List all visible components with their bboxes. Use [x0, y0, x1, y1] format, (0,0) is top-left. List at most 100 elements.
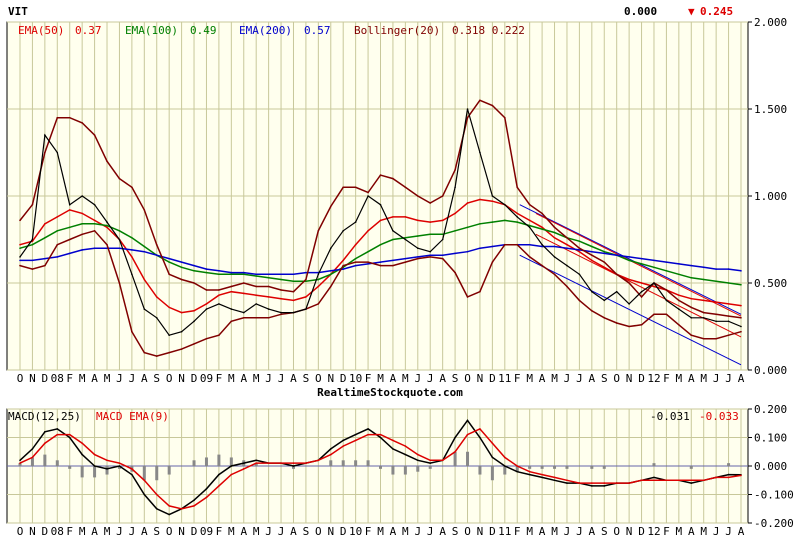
point-price — [727, 320, 730, 323]
point-price — [516, 216, 519, 218]
point-ema-100 — [180, 266, 183, 269]
x-tick-label: J — [116, 372, 123, 385]
point-bollinger-upper — [379, 174, 382, 176]
point-ema-200 — [118, 247, 121, 249]
point-bollinger-lower — [665, 313, 668, 316]
point-macd-12-25 — [155, 507, 158, 510]
point-macd-12-25 — [479, 436, 481, 439]
point-price — [566, 264, 568, 267]
point-ema-100 — [416, 235, 419, 237]
x-tick-label: M — [526, 372, 533, 385]
point-bollinger-lower — [56, 243, 59, 246]
point-ema-100 — [603, 250, 606, 253]
point-price — [715, 320, 717, 323]
point-price — [429, 250, 432, 253]
x-tick-label: N — [327, 372, 334, 385]
point-ema-100 — [118, 230, 121, 232]
point-macd-ema-9 — [143, 479, 146, 482]
point-price — [242, 311, 245, 314]
x-tick-label: A — [439, 372, 446, 385]
point-bollinger-upper — [416, 195, 419, 197]
point-price — [93, 203, 96, 206]
point-ema-50 — [367, 230, 369, 232]
point-bollinger-lower — [454, 271, 456, 274]
macd-signal-current-value: -0.033 — [699, 410, 739, 423]
point-ema-100 — [193, 270, 195, 272]
point-bollinger-upper — [93, 134, 96, 136]
point-ema-200 — [255, 273, 257, 276]
x-tick-label: M — [253, 525, 260, 538]
x-tick-label: O — [613, 525, 620, 538]
point-bollinger-upper — [354, 186, 357, 189]
y-tick-label: -0.100 — [754, 489, 794, 502]
point-ema-200 — [155, 254, 158, 256]
point-ema-100 — [553, 231, 556, 234]
point-price — [68, 203, 71, 206]
point-ema-100 — [479, 223, 481, 225]
point-ema-100 — [329, 273, 332, 276]
point-price — [379, 203, 382, 206]
x-tick-label: D — [191, 372, 198, 385]
point-macd-ema-9 — [242, 468, 245, 470]
point-bollinger-lower — [367, 261, 369, 263]
point-ema-100 — [255, 275, 257, 277]
point-bollinger-lower — [615, 322, 618, 324]
point-ema-200 — [578, 249, 581, 251]
point-ema-100 — [367, 250, 369, 253]
x-tick-label: D — [638, 525, 645, 538]
point-bollinger-upper — [19, 219, 21, 222]
point-macd-ema-9 — [392, 439, 394, 442]
point-ema-50 — [528, 219, 531, 222]
point-macd-12-25 — [68, 436, 71, 439]
point-bollinger-lower — [640, 323, 643, 326]
point-ema-200 — [653, 259, 655, 262]
point-macd-ema-9 — [715, 476, 717, 479]
point-bollinger-upper — [317, 230, 320, 232]
x-tick-label: N — [178, 525, 185, 538]
point-macd-12-25 — [118, 465, 121, 467]
y-tick-label: 0.100 — [754, 432, 787, 445]
point-bollinger-upper — [715, 313, 717, 316]
x-tick-label: D — [191, 525, 198, 538]
point-ema-200 — [640, 257, 643, 260]
point-bollinger-upper — [454, 169, 456, 171]
x-tick-label: A — [589, 372, 596, 385]
point-ema-200 — [367, 263, 369, 265]
point-macd-12-25 — [553, 479, 556, 482]
point-price — [653, 282, 655, 284]
point-bollinger-upper — [740, 317, 742, 319]
point-price — [640, 290, 643, 293]
point-bollinger-lower — [242, 317, 245, 319]
point-bollinger-upper — [230, 285, 233, 288]
x-tick-label: A — [589, 525, 596, 538]
x-tick-label: F — [365, 525, 372, 538]
point-macd-12-25 — [528, 473, 531, 476]
x-tick-label: O — [464, 372, 471, 385]
point-ema-50 — [678, 294, 680, 296]
point-ema-100 — [628, 259, 630, 262]
y-tick-label: 2.000 — [754, 16, 787, 29]
point-ema-50 — [267, 296, 270, 298]
point-bollinger-upper — [106, 160, 108, 162]
point-ema-50 — [242, 292, 245, 295]
point-ema-200 — [180, 261, 183, 263]
point-ema-50 — [491, 200, 494, 203]
point-macd-ema-9 — [603, 482, 606, 484]
point-price — [305, 308, 307, 310]
point-ema-50 — [292, 299, 295, 302]
x-tick-label: A — [738, 525, 745, 538]
point-bollinger-upper — [404, 186, 407, 189]
x-tick-label: 11 — [498, 372, 511, 385]
point-ema-50 — [603, 266, 606, 269]
x-tick-label: M — [402, 372, 409, 385]
x-tick-label: F — [663, 525, 670, 538]
x-tick-label: M — [551, 372, 558, 385]
point-bollinger-upper — [466, 116, 469, 119]
point-ema-50 — [653, 285, 655, 288]
point-bollinger-lower — [280, 313, 282, 316]
point-price — [690, 317, 693, 319]
point-ema-200 — [491, 245, 494, 248]
point-ema-50 — [541, 226, 543, 229]
x-tick-label: M — [228, 372, 235, 385]
x-tick-label: A — [141, 372, 148, 385]
